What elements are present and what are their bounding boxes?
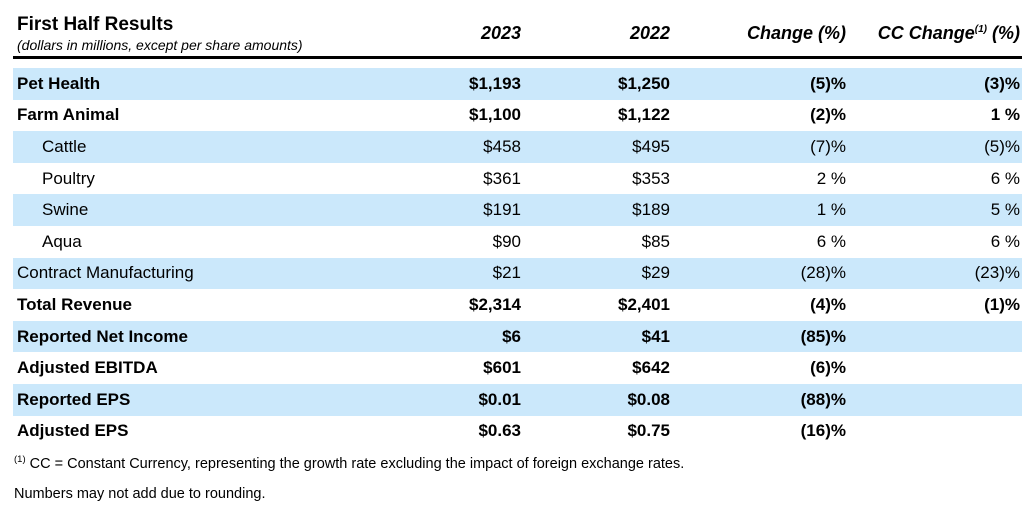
value-change: (4)% — [810, 294, 846, 314]
cc-change-suffix: (%) — [987, 22, 1020, 43]
value-cc-change: (1)% — [984, 294, 1020, 314]
row-label: Reported EPS — [17, 389, 131, 409]
value-change: (16)% — [800, 421, 846, 441]
value-2022: $2,401 — [618, 294, 670, 314]
value-2023: $2,314 — [469, 294, 521, 314]
value-2022: $85 — [641, 231, 670, 251]
table-row: Pet Health $1,193 $1,250 (5)% (3)% — [13, 68, 1022, 100]
table-title: First Half Results — [17, 14, 174, 35]
value-cc-change: (23)% — [974, 263, 1020, 283]
value-2022: $1,122 — [618, 105, 670, 125]
row-label: Adjusted EPS — [17, 421, 129, 441]
value-change: 2 % — [816, 168, 846, 188]
table-row: Adjusted EBITDA $601 $642 (6)% — [13, 352, 1022, 384]
value-change: (7)% — [810, 136, 846, 156]
footnotes: (1) CC = Constant Currency, representing… — [13, 455, 1022, 503]
value-2022: $0.08 — [627, 389, 670, 409]
value-2022: $1,250 — [618, 73, 670, 93]
value-change: (85)% — [800, 326, 846, 346]
value-cc-change: (5)% — [984, 136, 1020, 156]
value-change: (6)% — [810, 358, 846, 378]
value-2023: $361 — [483, 168, 521, 188]
table-row: Farm Animal $1,100 $1,122 (2)% 1 % — [13, 100, 1022, 132]
footnote-text: CC = Constant Currency, representing the… — [29, 456, 685, 473]
cc-change-footnote-marker: (1) — [974, 23, 987, 35]
table-row: Total Revenue $2,314 $2,401 (4)% (1)% — [13, 289, 1022, 321]
row-label: Total Revenue — [17, 294, 132, 314]
cc-change-label: CC Change — [877, 22, 975, 43]
row-label: Adjusted EBITDA — [17, 358, 158, 378]
value-2023: $0.63 — [478, 421, 521, 441]
table-row: Reported Net Income $6 $41 (85)% — [13, 320, 1022, 353]
column-header-change: Change (%) — [747, 22, 846, 43]
value-2023: $21 — [492, 263, 521, 283]
value-2023: $458 — [483, 136, 521, 156]
value-cc-change: 6 % — [990, 168, 1020, 188]
row-label: Poultry — [42, 168, 95, 188]
value-2022: $189 — [632, 200, 670, 220]
value-cc-change: 6 % — [990, 231, 1020, 251]
table-header-row: First Half Results (dollars in millions,… — [13, 13, 1022, 59]
table-row: Poultry $361 $353 2 % 6 % — [13, 163, 1022, 195]
row-label: Cattle — [42, 136, 87, 156]
value-change: 6 % — [816, 231, 846, 251]
row-label: Reported Net Income — [17, 326, 188, 346]
table-row: Adjusted EPS $0.63 $0.75 (16)% — [13, 416, 1022, 448]
value-change: (2)% — [810, 105, 846, 125]
first-half-results-table: First Half Results (dollars in millions,… — [13, 13, 1022, 447]
value-2022: $41 — [641, 326, 670, 346]
value-2022: $642 — [632, 358, 670, 378]
table-row: Aqua $90 $85 6 % 6 % — [13, 226, 1022, 258]
value-change: (28)% — [800, 263, 846, 283]
value-2023: $1,100 — [469, 105, 521, 125]
table-subtitle: (dollars in millions, except per share a… — [17, 37, 303, 53]
value-change: 1 % — [816, 200, 846, 220]
value-change: (88)% — [800, 389, 846, 409]
column-header-2022: 2022 — [629, 22, 670, 43]
value-2022: $0.75 — [627, 421, 670, 441]
footnote-superscript: (1) — [14, 454, 26, 466]
value-cc-change: 1 % — [990, 105, 1020, 125]
column-header-cc-change: CC Change(1) (%) — [848, 23, 1022, 44]
value-2023: $601 — [483, 358, 521, 378]
table-body: Pet Health $1,193 $1,250 (5)% (3)% Farm Anima… — [13, 68, 1022, 447]
column-header-2023: 2023 — [480, 22, 521, 43]
value-2022: $29 — [641, 263, 670, 283]
value-2023: $1,193 — [469, 73, 521, 93]
value-2023: $6 — [502, 326, 521, 346]
row-label: Pet Health — [17, 73, 101, 93]
table-row: Swine $191 $189 1 % 5 % — [13, 194, 1022, 226]
footnote-rounding: Numbers may not add due to rounding. — [14, 486, 266, 503]
table-row: Cattle $458 $495 (7)% (5)% — [13, 131, 1022, 163]
value-2023: $0.01 — [478, 389, 521, 409]
value-cc-change: (3)% — [984, 73, 1020, 93]
value-2022: $495 — [632, 136, 670, 156]
value-2023: $90 — [492, 231, 521, 251]
value-cc-change: 5 % — [990, 200, 1020, 220]
table-row: Reported EPS $0.01 $0.08 (88)% — [13, 383, 1022, 416]
value-2023: $191 — [483, 200, 521, 220]
value-2022: $353 — [632, 168, 670, 188]
row-label: Swine — [42, 200, 89, 220]
table-row: Contract Manufacturing $21 $29 (28)% (23)% — [13, 257, 1022, 290]
footnote-constant-currency: (1) CC = Constant Currency, representing… — [14, 455, 1022, 473]
row-label: Contract Manufacturing — [17, 263, 194, 283]
row-label: Farm Animal — [17, 105, 120, 125]
value-change: (5)% — [810, 73, 846, 93]
row-label: Aqua — [42, 231, 82, 251]
table-title-block: First Half Results (dollars in millions,… — [13, 13, 382, 53]
